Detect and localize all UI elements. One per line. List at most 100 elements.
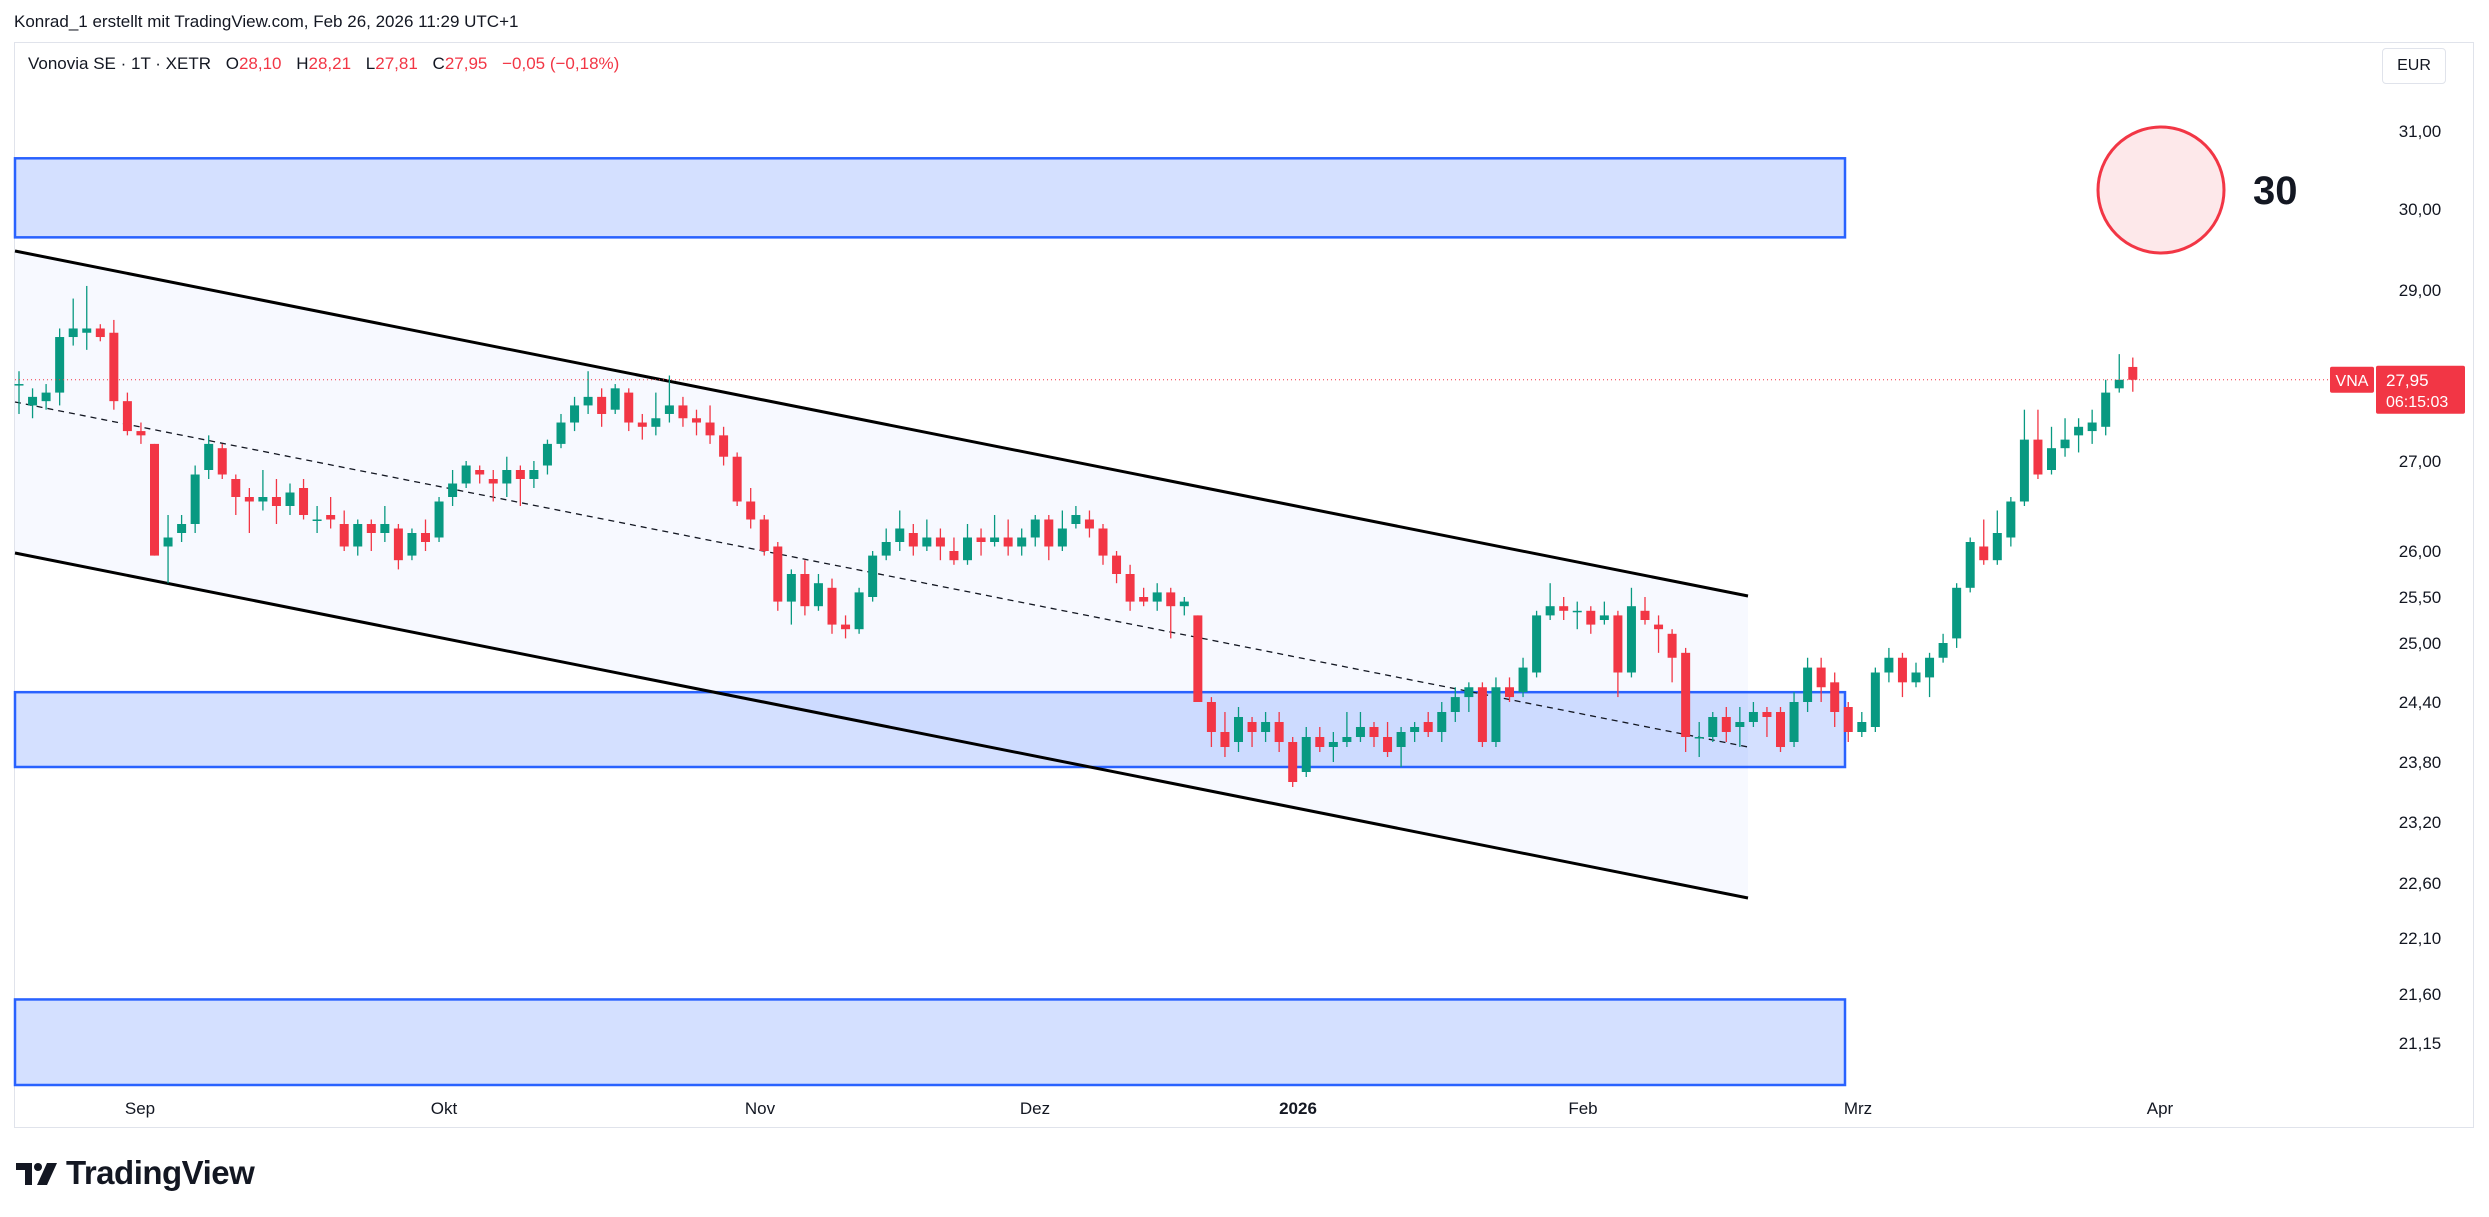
candle-body <box>637 422 647 427</box>
candle <box>1166 587 1176 639</box>
candle-body <box>1328 742 1338 747</box>
candle <box>1179 597 1189 616</box>
candle-body <box>1816 667 1826 688</box>
candle <box>1220 712 1230 757</box>
candle-body <box>1057 528 1067 547</box>
candles-layer <box>14 285 2372 787</box>
candle-body <box>868 555 878 597</box>
candle <box>299 479 309 520</box>
last-price-label: 27,95 <box>2386 371 2429 390</box>
candle-body <box>1003 537 1013 547</box>
candle <box>1247 717 1257 747</box>
candle <box>1667 629 1677 683</box>
candle <box>41 384 51 410</box>
candle-body <box>1505 687 1514 698</box>
candle <box>1477 682 1487 747</box>
candle <box>2033 409 2043 479</box>
candle <box>1762 707 1772 737</box>
candle-body <box>1166 592 1176 607</box>
candle-body <box>82 328 92 333</box>
candle <box>963 524 972 565</box>
candle <box>1288 737 1298 787</box>
candle-body <box>421 533 430 542</box>
candle <box>434 497 444 542</box>
candle-body <box>1396 732 1406 747</box>
chart-frame <box>14 42 2474 1128</box>
candle-body <box>1491 687 1501 742</box>
candle-body <box>1152 592 1162 602</box>
candle <box>949 537 959 565</box>
candle <box>122 392 132 436</box>
candle <box>1708 712 1718 742</box>
candle <box>1518 657 1528 698</box>
candle-body <box>976 537 986 542</box>
tradingview-brand[interactable]: TradingView <box>16 1154 255 1192</box>
candle-body <box>122 401 132 432</box>
candle-body <box>366 524 376 533</box>
x-tick-label: 2026 <box>1279 1099 1317 1118</box>
candle-body <box>1518 667 1528 693</box>
candle-body <box>854 592 864 630</box>
candle <box>976 528 986 556</box>
y-tick-label: 27,00 <box>2399 452 2442 471</box>
candle-body <box>2114 379 2124 389</box>
candle-body <box>475 470 485 475</box>
candle-body <box>1477 687 1487 742</box>
candle-body <box>1870 672 1880 727</box>
candle-body <box>786 574 796 602</box>
candle-body <box>705 422 715 436</box>
x-tick-label: Feb <box>1568 1099 1597 1118</box>
candle-body <box>68 328 78 338</box>
candle <box>692 409 701 436</box>
x-tick-label: Sep <box>125 1099 155 1118</box>
candle <box>597 388 607 427</box>
candle <box>1681 647 1691 752</box>
axis-layer: 31,00 30,00 29,00 27,00 26,00 25,50 25,00 24,40… <box>125 122 2465 1118</box>
candle-body <box>2006 501 2016 538</box>
candle <box>1193 615 1203 702</box>
candle <box>719 426 729 466</box>
candle <box>1789 692 1799 747</box>
candle-body <box>2060 439 2070 449</box>
channel-lower-line <box>14 551 1749 900</box>
candle-body <box>1071 515 1081 524</box>
candle <box>678 396 688 427</box>
candle <box>1803 657 1813 712</box>
candle <box>854 587 864 634</box>
candle <box>1735 707 1745 747</box>
candle-body <box>1044 519 1054 547</box>
candle <box>1125 564 1135 611</box>
symbol-name[interactable]: Vonovia SE · 1T · XETR <box>28 54 211 73</box>
candle-body <box>1857 722 1867 732</box>
candle-body <box>1342 737 1352 742</box>
candle <box>1965 537 1975 593</box>
currency-selector[interactable]: EUR <box>2382 48 2446 84</box>
candle-body <box>326 515 336 520</box>
y-tick-label: 23,80 <box>2399 753 2442 772</box>
candle-body <box>1017 537 1027 547</box>
candle <box>1776 707 1785 752</box>
candle-body <box>827 587 837 625</box>
lower-zone <box>13 998 1847 1087</box>
candle <box>1396 727 1406 767</box>
candle <box>448 470 458 506</box>
candle-body <box>515 470 525 479</box>
candle <box>1098 524 1108 565</box>
zones-layer <box>13 157 1847 1087</box>
y-tick-label: 26,00 <box>2399 542 2442 561</box>
candle-body <box>258 497 268 502</box>
symbol-tag: VNA <box>2336 373 2369 390</box>
candle-body <box>1125 574 1135 602</box>
candle <box>1450 687 1460 722</box>
candle <box>1491 677 1501 747</box>
candle <box>868 551 878 602</box>
candle-body <box>1450 697 1460 712</box>
low-value: 27,81 <box>375 54 418 73</box>
candle-body <box>2033 439 2043 475</box>
candle <box>1342 712 1352 747</box>
candle <box>380 506 390 542</box>
candle <box>583 371 593 414</box>
candle <box>271 479 281 524</box>
candle <box>1857 712 1867 737</box>
